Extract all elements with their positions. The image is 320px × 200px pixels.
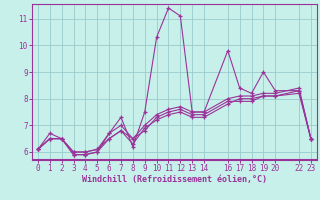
X-axis label: Windchill (Refroidissement éolien,°C): Windchill (Refroidissement éolien,°C) — [82, 175, 267, 184]
